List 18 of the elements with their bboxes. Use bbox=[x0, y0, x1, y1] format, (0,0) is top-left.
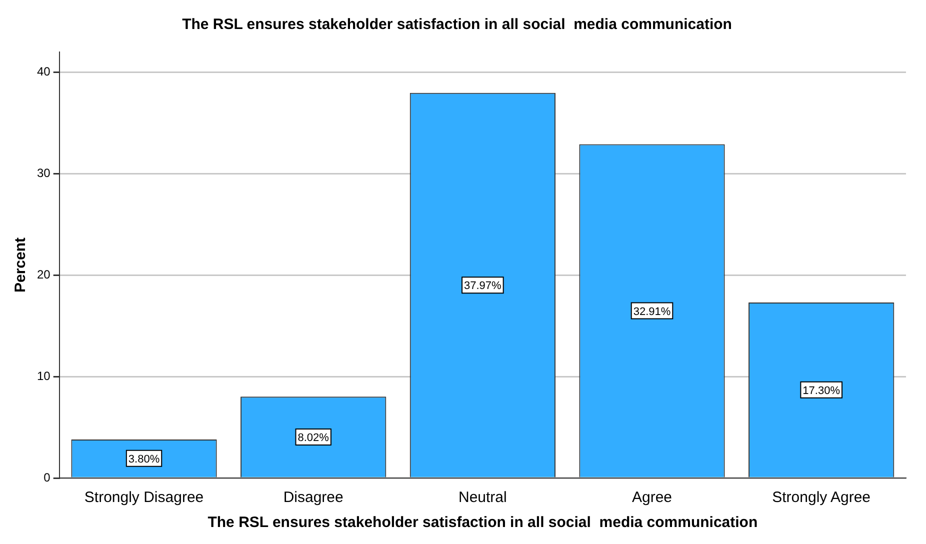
data-label: 32.91% bbox=[633, 306, 671, 318]
x-tick-label: Strongly Agree bbox=[772, 489, 871, 506]
y-tick-label: 10 bbox=[36, 368, 51, 383]
x-tick-label: Neutral bbox=[458, 489, 507, 506]
x-axis-title: The RSL ensures stakeholder satisfaction in all social media communication bbox=[208, 514, 758, 532]
y-tick-label: 40 bbox=[36, 64, 51, 79]
x-tick-label: Strongly Disagree bbox=[84, 489, 204, 506]
data-label: 17.30% bbox=[802, 384, 840, 397]
y-tick-label: 0 bbox=[44, 470, 51, 484]
chart-title: The RSL ensures stakeholder satisfaction in all social media communication bbox=[182, 16, 732, 34]
data-label: 8.02% bbox=[298, 432, 330, 444]
x-tick-label: Agree bbox=[632, 489, 672, 506]
data-label: 3.80% bbox=[128, 453, 160, 466]
x-tick-label: Disagree bbox=[283, 489, 344, 506]
y-tick-label: 20 bbox=[36, 267, 51, 282]
y-tick-label: 30 bbox=[36, 166, 51, 180]
y-axis-title: Percent bbox=[12, 237, 30, 293]
data-label: 37.97% bbox=[464, 280, 502, 292]
